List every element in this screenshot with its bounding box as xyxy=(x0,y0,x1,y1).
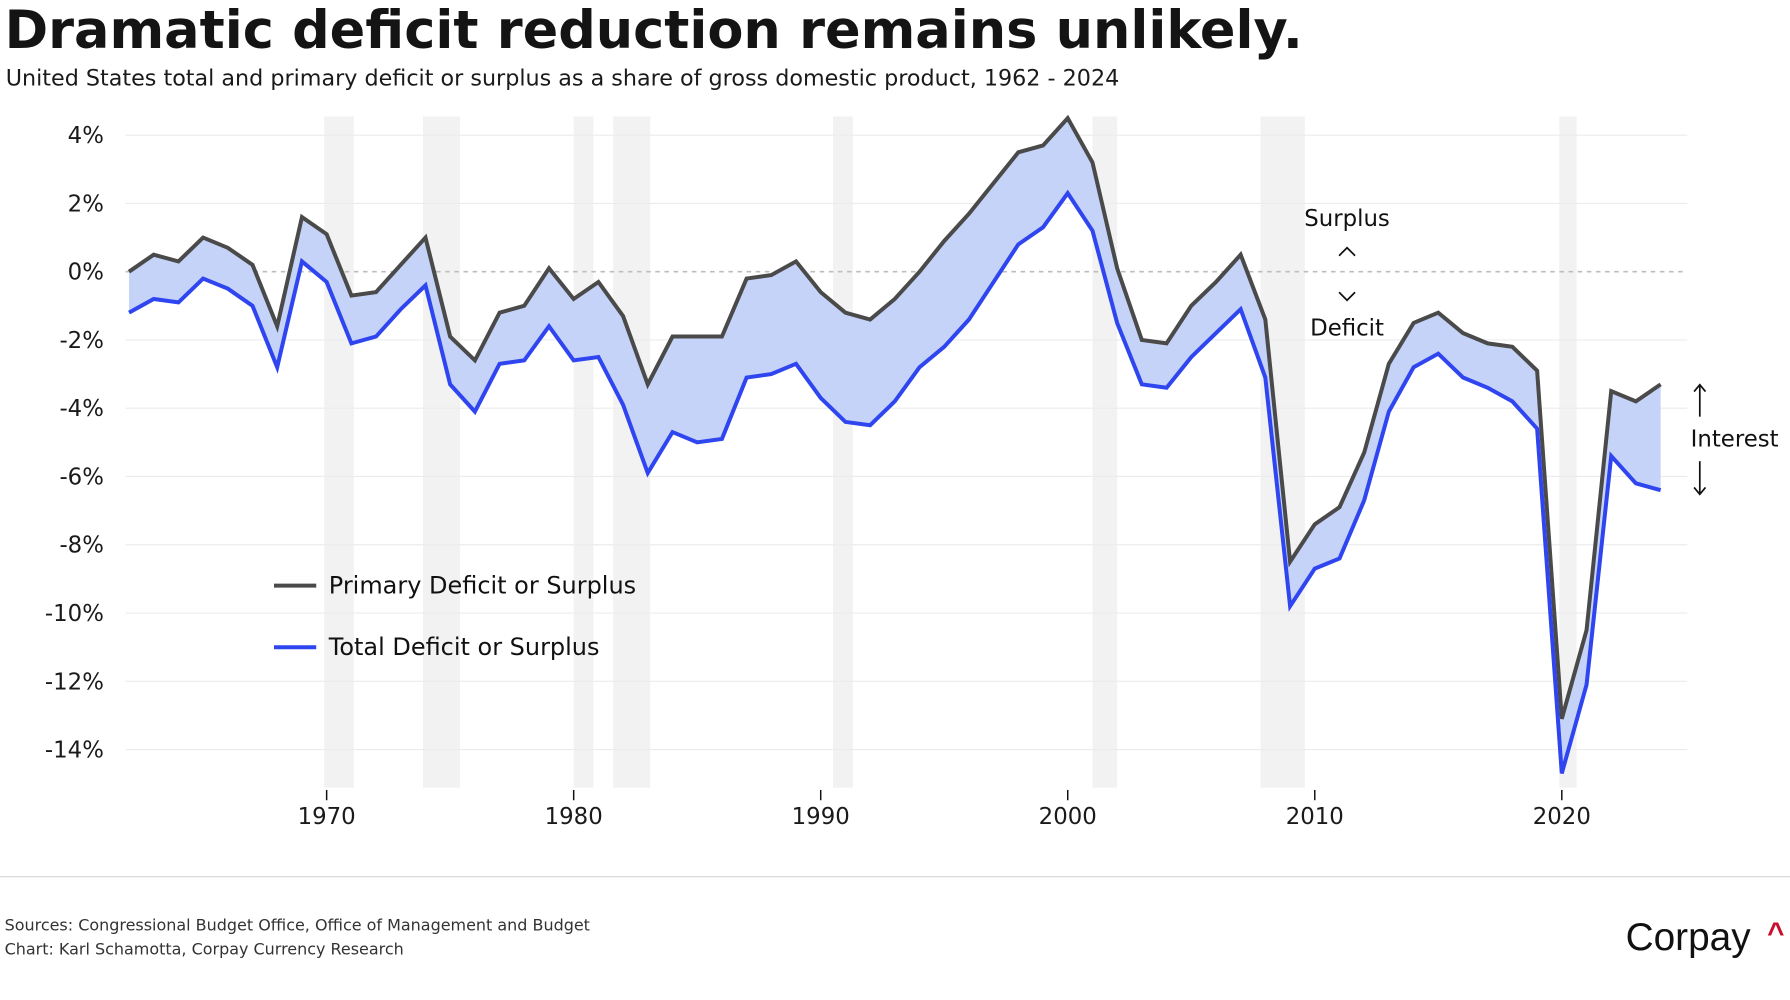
x-tick-label: 1970 xyxy=(298,804,356,830)
legend-label-total: Total Deficit or Surplus xyxy=(328,633,600,661)
sources-text: Sources: Congressional Budget Office, Of… xyxy=(5,915,590,934)
interest-area xyxy=(129,118,1661,774)
y-tick-label: -4% xyxy=(59,396,103,422)
recession-band xyxy=(1559,116,1577,788)
y-tick-label: -2% xyxy=(59,328,103,354)
surplus-deficit-annotation: Surplus Deficit xyxy=(1304,206,1390,342)
recession-band xyxy=(573,116,594,788)
x-axis: 1970 1980 1990 2000 2010 2020 xyxy=(298,789,1591,830)
interest-annotation: Interest xyxy=(1691,383,1779,496)
surplus-label: Surplus xyxy=(1304,206,1390,232)
primary-series-line xyxy=(127,114,1662,720)
legend: Primary Deficit or Surplus Total Deficit… xyxy=(273,572,636,661)
y-tick-label: 0% xyxy=(68,260,104,286)
corpay-logo: Corpay ^ xyxy=(1626,916,1785,959)
chevron-up-icon xyxy=(1338,246,1356,257)
logo-text: Corpay xyxy=(1626,916,1752,959)
recession-band xyxy=(1260,116,1305,788)
interest-label: Interest xyxy=(1691,426,1779,452)
total-series-line xyxy=(128,189,1662,774)
logo-caret-icon: ^ xyxy=(1767,917,1784,950)
x-tick-label: 2000 xyxy=(1039,804,1097,830)
gridlines xyxy=(125,134,1688,751)
x-tick-label: 2010 xyxy=(1286,804,1344,830)
chart-title: Dramatic deficit reduction remains unlik… xyxy=(5,0,1303,61)
arrow-up-head xyxy=(1693,383,1707,393)
credit-text: Chart: Karl Schamotta, Corpay Currency R… xyxy=(5,939,404,958)
chart-subtitle: United States total and primary deficit … xyxy=(6,66,1120,92)
recession-band xyxy=(422,116,461,788)
y-tick-label: -14% xyxy=(45,738,104,764)
recession-band xyxy=(833,116,853,788)
x-tick-label: 1980 xyxy=(545,804,603,830)
chevron-down-icon xyxy=(1338,291,1356,302)
deficit-label: Deficit xyxy=(1310,316,1384,342)
x-tick-label: 1990 xyxy=(792,804,850,830)
y-tick-label: 4% xyxy=(68,123,104,149)
y-tick-label: -12% xyxy=(45,669,104,695)
x-tick-label: 2020 xyxy=(1533,804,1591,830)
y-tick-label: -6% xyxy=(59,464,103,490)
y-axis: 4% 2% 0% -2% -4% -6% -8% -10% -12% -14% xyxy=(45,123,104,763)
y-tick-label: -10% xyxy=(45,601,104,627)
data-points xyxy=(127,116,1662,775)
arrow-down-head xyxy=(1693,486,1707,496)
y-tick-label: 2% xyxy=(68,191,104,217)
recession-band xyxy=(324,116,354,788)
y-tick-label: -8% xyxy=(59,533,103,559)
legend-label-primary: Primary Deficit or Surplus xyxy=(329,572,636,600)
